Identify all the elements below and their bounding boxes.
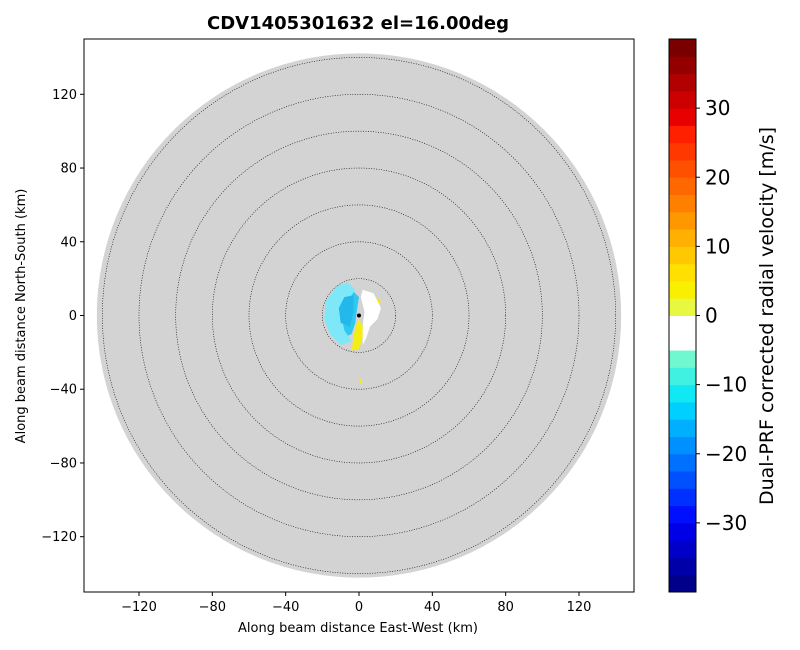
range-ring-120 — [138, 94, 580, 537]
colorbar-swatch — [669, 471, 696, 489]
colorbar-swatch — [669, 367, 696, 386]
velocity-region-3 — [351, 319, 363, 351]
colorbar-swatch — [669, 194, 696, 213]
colorbar — [669, 39, 696, 593]
colorbar-swatch — [669, 540, 696, 558]
colorbar-swatch — [669, 298, 696, 316]
range-ring-140 — [102, 57, 616, 574]
colorbar-swatch — [669, 384, 696, 403]
colorbar-swatch — [669, 315, 696, 334]
y-tick-label: 40 — [60, 235, 77, 250]
velocity-region-2 — [338, 295, 354, 327]
colorbar-swatch — [669, 488, 696, 507]
colorbar-ticks: −30 −20 −10 0 10 20 30 — [696, 96, 747, 535]
colorbar-swatch — [669, 159, 696, 178]
colorbar-tick-label: 20 — [705, 165, 730, 189]
colorbar-swatch — [669, 177, 696, 196]
colorbar-swatch — [669, 557, 696, 576]
x-axis-ticks: −120 −80 −40 0 40 80 120 — [121, 592, 591, 615]
y-tick-label: 0 — [69, 309, 77, 324]
x-tick-label: −40 — [272, 600, 299, 615]
y-axis-label: Along beam distance North-South (km) — [14, 189, 29, 444]
colorbar-tick-label: 10 — [705, 234, 730, 258]
colorbar-swatch — [669, 90, 696, 109]
colorbar-swatch — [669, 522, 696, 541]
range-ring-100 — [175, 130, 543, 501]
x-tick-label: 120 — [567, 600, 592, 615]
x-tick-label: 40 — [424, 600, 441, 615]
x-tick-label: −120 — [121, 600, 157, 615]
colorbar-swatch — [669, 574, 696, 593]
chart-title: CDV1405301632 el=16.00deg — [207, 13, 509, 34]
colorbar-label: Dual-PRF corrected radial velocity [m/s] — [756, 127, 778, 505]
colorbar-swatch — [669, 39, 696, 57]
colorbar-swatch — [669, 56, 696, 75]
y-tick-label: 120 — [52, 88, 77, 103]
colorbar-swatch — [669, 246, 696, 265]
y-tick-label: −80 — [50, 456, 77, 471]
y-tick-label: 80 — [60, 162, 77, 177]
range-rings — [102, 57, 616, 574]
colorbar-tick-label: 0 — [705, 304, 718, 328]
colorbar-swatch — [669, 73, 696, 92]
colorbar-swatch — [669, 229, 696, 247]
colorbar-swatch — [669, 453, 696, 472]
colorbar-swatch — [669, 125, 696, 144]
colorbar-swatch — [669, 419, 696, 437]
colorbar-swatch — [669, 211, 696, 230]
range-ring-80 — [212, 167, 506, 464]
colorbar-swatch — [669, 332, 696, 351]
y-tick-label: −120 — [41, 530, 77, 545]
colorbar-swatch — [669, 142, 696, 161]
x-axis-label: Along beam distance East-West (km) — [238, 621, 478, 636]
y-tick-label: −40 — [50, 383, 77, 398]
x-tick-label: 0 — [355, 600, 363, 615]
colorbar-swatch — [669, 401, 696, 420]
colorbar-swatch — [669, 436, 696, 455]
colorbar-swatch — [669, 280, 696, 299]
radar-site-marker — [357, 313, 361, 318]
x-tick-label: −80 — [199, 600, 226, 615]
velocity-regions — [324, 282, 381, 384]
colorbar-tick-label: −30 — [705, 511, 747, 535]
colorbar-swatch — [669, 505, 696, 524]
colorbar-swatch — [669, 108, 696, 126]
range-ring-40 — [285, 241, 433, 390]
range-ring-60 — [248, 204, 470, 427]
velocity-region-5 — [359, 378, 363, 384]
velocity-region-6 — [360, 289, 381, 345]
y-axis-ticks: −120 −80 −40 0 40 80 120 — [41, 88, 84, 545]
colorbar-tick-label: 30 — [705, 96, 730, 120]
colorbar-swatch — [669, 263, 696, 282]
colorbar-swatch — [669, 350, 696, 368]
x-tick-label: 80 — [497, 600, 514, 615]
range-ring-20 — [322, 278, 396, 353]
colorbar-tick-label: −20 — [705, 442, 747, 466]
colorbar-tick-label: −10 — [705, 373, 747, 397]
